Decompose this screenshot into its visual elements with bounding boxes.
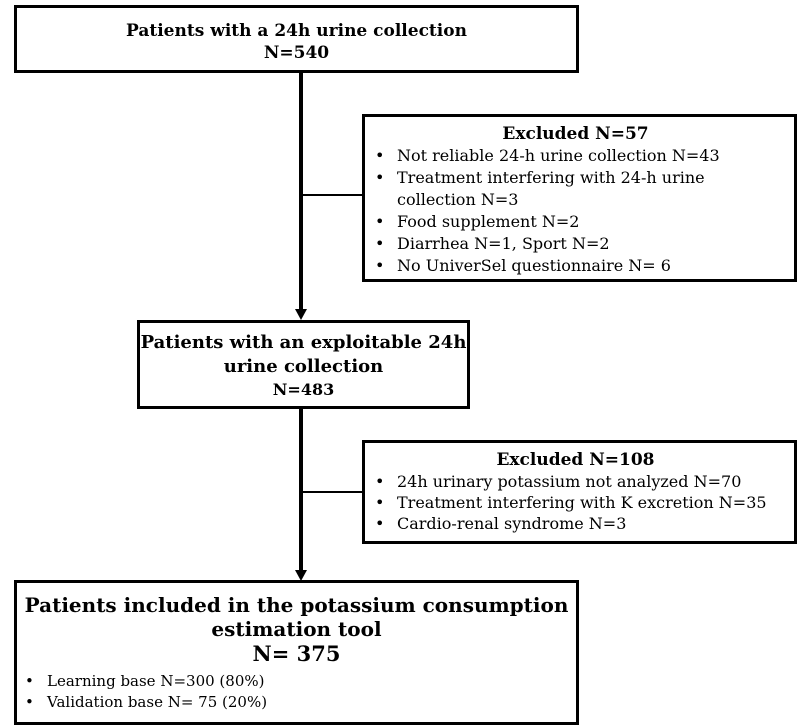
box-exploitable-title-2: urine collection [223,356,384,377]
list-item: 24h urinary potassium not analyzed N=70 [367,471,784,492]
box-excluded-2: Excluded N=108 24h urinary potassium not… [362,440,797,544]
list-item: Learning base N=300 (80%) [17,671,576,692]
excluded-2-title: Excluded N=108 [496,450,655,470]
arrowhead-1 [295,309,307,320]
box-initial-title: Patients with a 24h urine collection [126,21,467,41]
list-item: Not reliable 24-h urine collection N=43 [367,145,784,167]
box-initial-patients: Patients with a 24h urine collection N=5… [14,5,579,73]
excluded-2-list: 24h urinary potassium not analyzed N=70 … [367,471,784,534]
list-item: Food supplement N=2 [367,211,784,233]
list-item: No UniverSel questionnaire N= 6 [367,255,784,277]
connector-branch-1 [301,194,363,196]
box-initial-count: N=540 [263,43,330,63]
arrowhead-2 [295,570,307,581]
excluded-1-list: Not reliable 24-h urine collection N=43 … [367,145,784,277]
connector-main-2 [299,409,303,572]
list-item: Cardio-renal syndrome N=3 [367,513,784,534]
box-included-count: N= 375 [252,641,341,666]
box-included-title-1: Patients included in the potassium consu… [24,593,569,617]
list-item: Diarrhea N=1, Sport N=2 [367,233,784,255]
box-exploitable-patients: Patients with an exploitable 24h urine c… [137,320,470,409]
box-included-title-2: estimation tool [211,617,382,641]
connector-branch-2 [301,491,363,493]
box-included-list: Learning base N=300 (80%) Validation bas… [17,671,576,713]
box-exploitable-count: N=483 [272,380,335,399]
box-excluded-1: Excluded N=57 Not reliable 24-h urine co… [362,114,797,282]
box-exploitable-title-1: Patients with an exploitable 24h [140,332,467,353]
excluded-1-title: Excluded N=57 [502,124,649,144]
connector-main-1 [299,73,303,311]
box-included-patients: Patients included in the potassium consu… [14,580,579,725]
list-item: Validation base N= 75 (20%) [17,692,576,713]
list-item: Treatment interfering with 24-h urine co… [367,167,784,211]
list-item: Treatment interfering with K excretion N… [367,492,784,513]
